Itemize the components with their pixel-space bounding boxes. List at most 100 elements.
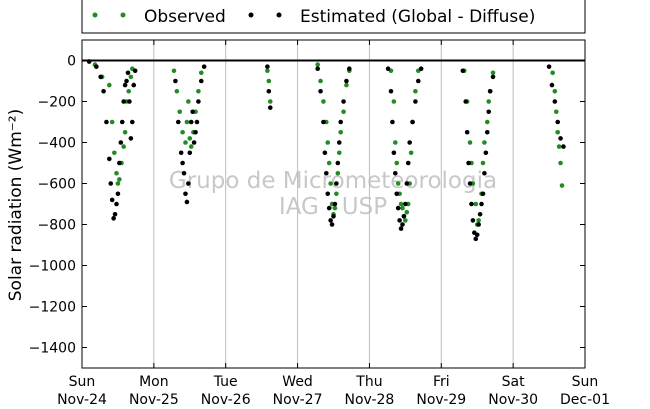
estimated-point [331,214,336,219]
estimated-point [117,160,122,166]
estimated-point [552,99,558,104]
observed-point [484,119,490,125]
observed-point [395,181,401,186]
estimated-point [188,119,194,125]
observed-point [476,218,481,223]
estimated-point [400,222,405,227]
estimated-point [415,78,421,84]
observed-point [335,170,341,176]
x-tick-weekday: Thu [355,374,382,390]
estimated-point [482,170,487,176]
legend-label-observed: Observed [144,7,226,27]
estimated-point [329,222,335,227]
observed-point [336,150,342,156]
estimated-point [178,150,184,156]
estimated-point [392,170,398,176]
estimated-point [483,150,489,156]
estimated-point [175,119,181,125]
plot-frame [81,39,586,369]
observed-point [326,160,332,166]
x-tick-date: Nov-27 [273,392,323,408]
estimated-point [128,136,134,141]
observed-point [128,74,134,80]
observed-point [413,88,418,94]
observed-point [315,62,320,67]
y-tick-label: −1400 [29,341,76,357]
estimated-point [318,88,323,94]
estimated-point [107,156,112,162]
series-estimated [86,59,566,242]
observed-point [186,99,191,104]
observed-point [480,160,486,166]
estimated-point [321,119,326,125]
x-tick-weekday: Mon [139,374,169,390]
estimated-point [267,105,273,110]
observed-point [558,160,563,166]
y-tick-label: −600 [38,177,76,193]
estimated-point [173,78,178,84]
estimated-point [324,170,329,176]
observed-point [117,177,122,182]
estimated-point [196,99,201,104]
observed-point [403,218,408,223]
estimated-point [186,181,191,186]
estimated-point [466,160,471,166]
y-axis-title: Solar radiation (Wm⁻²) [6,109,26,301]
axis-ticks [81,40,586,368]
observed-point [267,99,273,104]
estimated-point [201,64,207,69]
observed-point [392,140,398,145]
estimated-point [326,205,332,211]
estimated-point [479,201,484,207]
observed-point [555,129,560,135]
observed-point [490,70,496,76]
estimated-point [486,109,492,115]
observed-point [400,205,405,211]
observed-point [334,191,339,197]
estimated-point [477,211,483,217]
observed-point [559,183,565,188]
y-tick-label: −400 [38,136,76,152]
data-points [86,59,566,242]
estimated-point [122,82,128,88]
estimated-point [407,140,412,145]
observed-point [121,144,126,149]
y-tick-labels: 0 −200 −400 −600 −800 −1000 −1200 −1400 [29,54,76,357]
estimated-point [341,99,346,104]
observed-point [265,68,270,74]
observed-point [553,109,559,115]
estimated-point [111,216,116,221]
estimated-point [484,129,490,135]
observed-point [126,88,132,94]
estimated-point [344,78,349,84]
estimated-point [118,140,124,145]
y-tick-label: −1200 [29,300,76,316]
observed-point [321,99,326,104]
estimated-point [334,181,339,186]
estimated-point [555,119,560,125]
observed-point [341,109,346,115]
observed-point [404,209,410,215]
estimated-point [398,226,404,231]
legend-marker-estimated [276,12,282,18]
x-tick-date: Nov-24 [57,392,107,408]
estimated-point [410,119,415,125]
observed-point [266,78,272,84]
observed-point [344,82,349,88]
estimated-point [86,59,92,64]
estimated-point [125,70,131,76]
legend-marker-observed [92,12,98,18]
estimated-point [546,64,552,69]
x-tick-date: Nov-26 [201,392,251,408]
estimated-point [336,140,342,145]
estimated-point [347,66,352,71]
x-tick-weekday: Tue [213,374,238,390]
observed-point [318,78,323,84]
estimated-point [476,222,481,227]
x-tick-date: Nov-30 [488,392,538,408]
estimated-point [130,119,135,125]
estimated-point [549,82,555,88]
estimated-point [561,144,566,149]
legend: Observed Estimated (Global - Diffuse) [81,0,586,34]
